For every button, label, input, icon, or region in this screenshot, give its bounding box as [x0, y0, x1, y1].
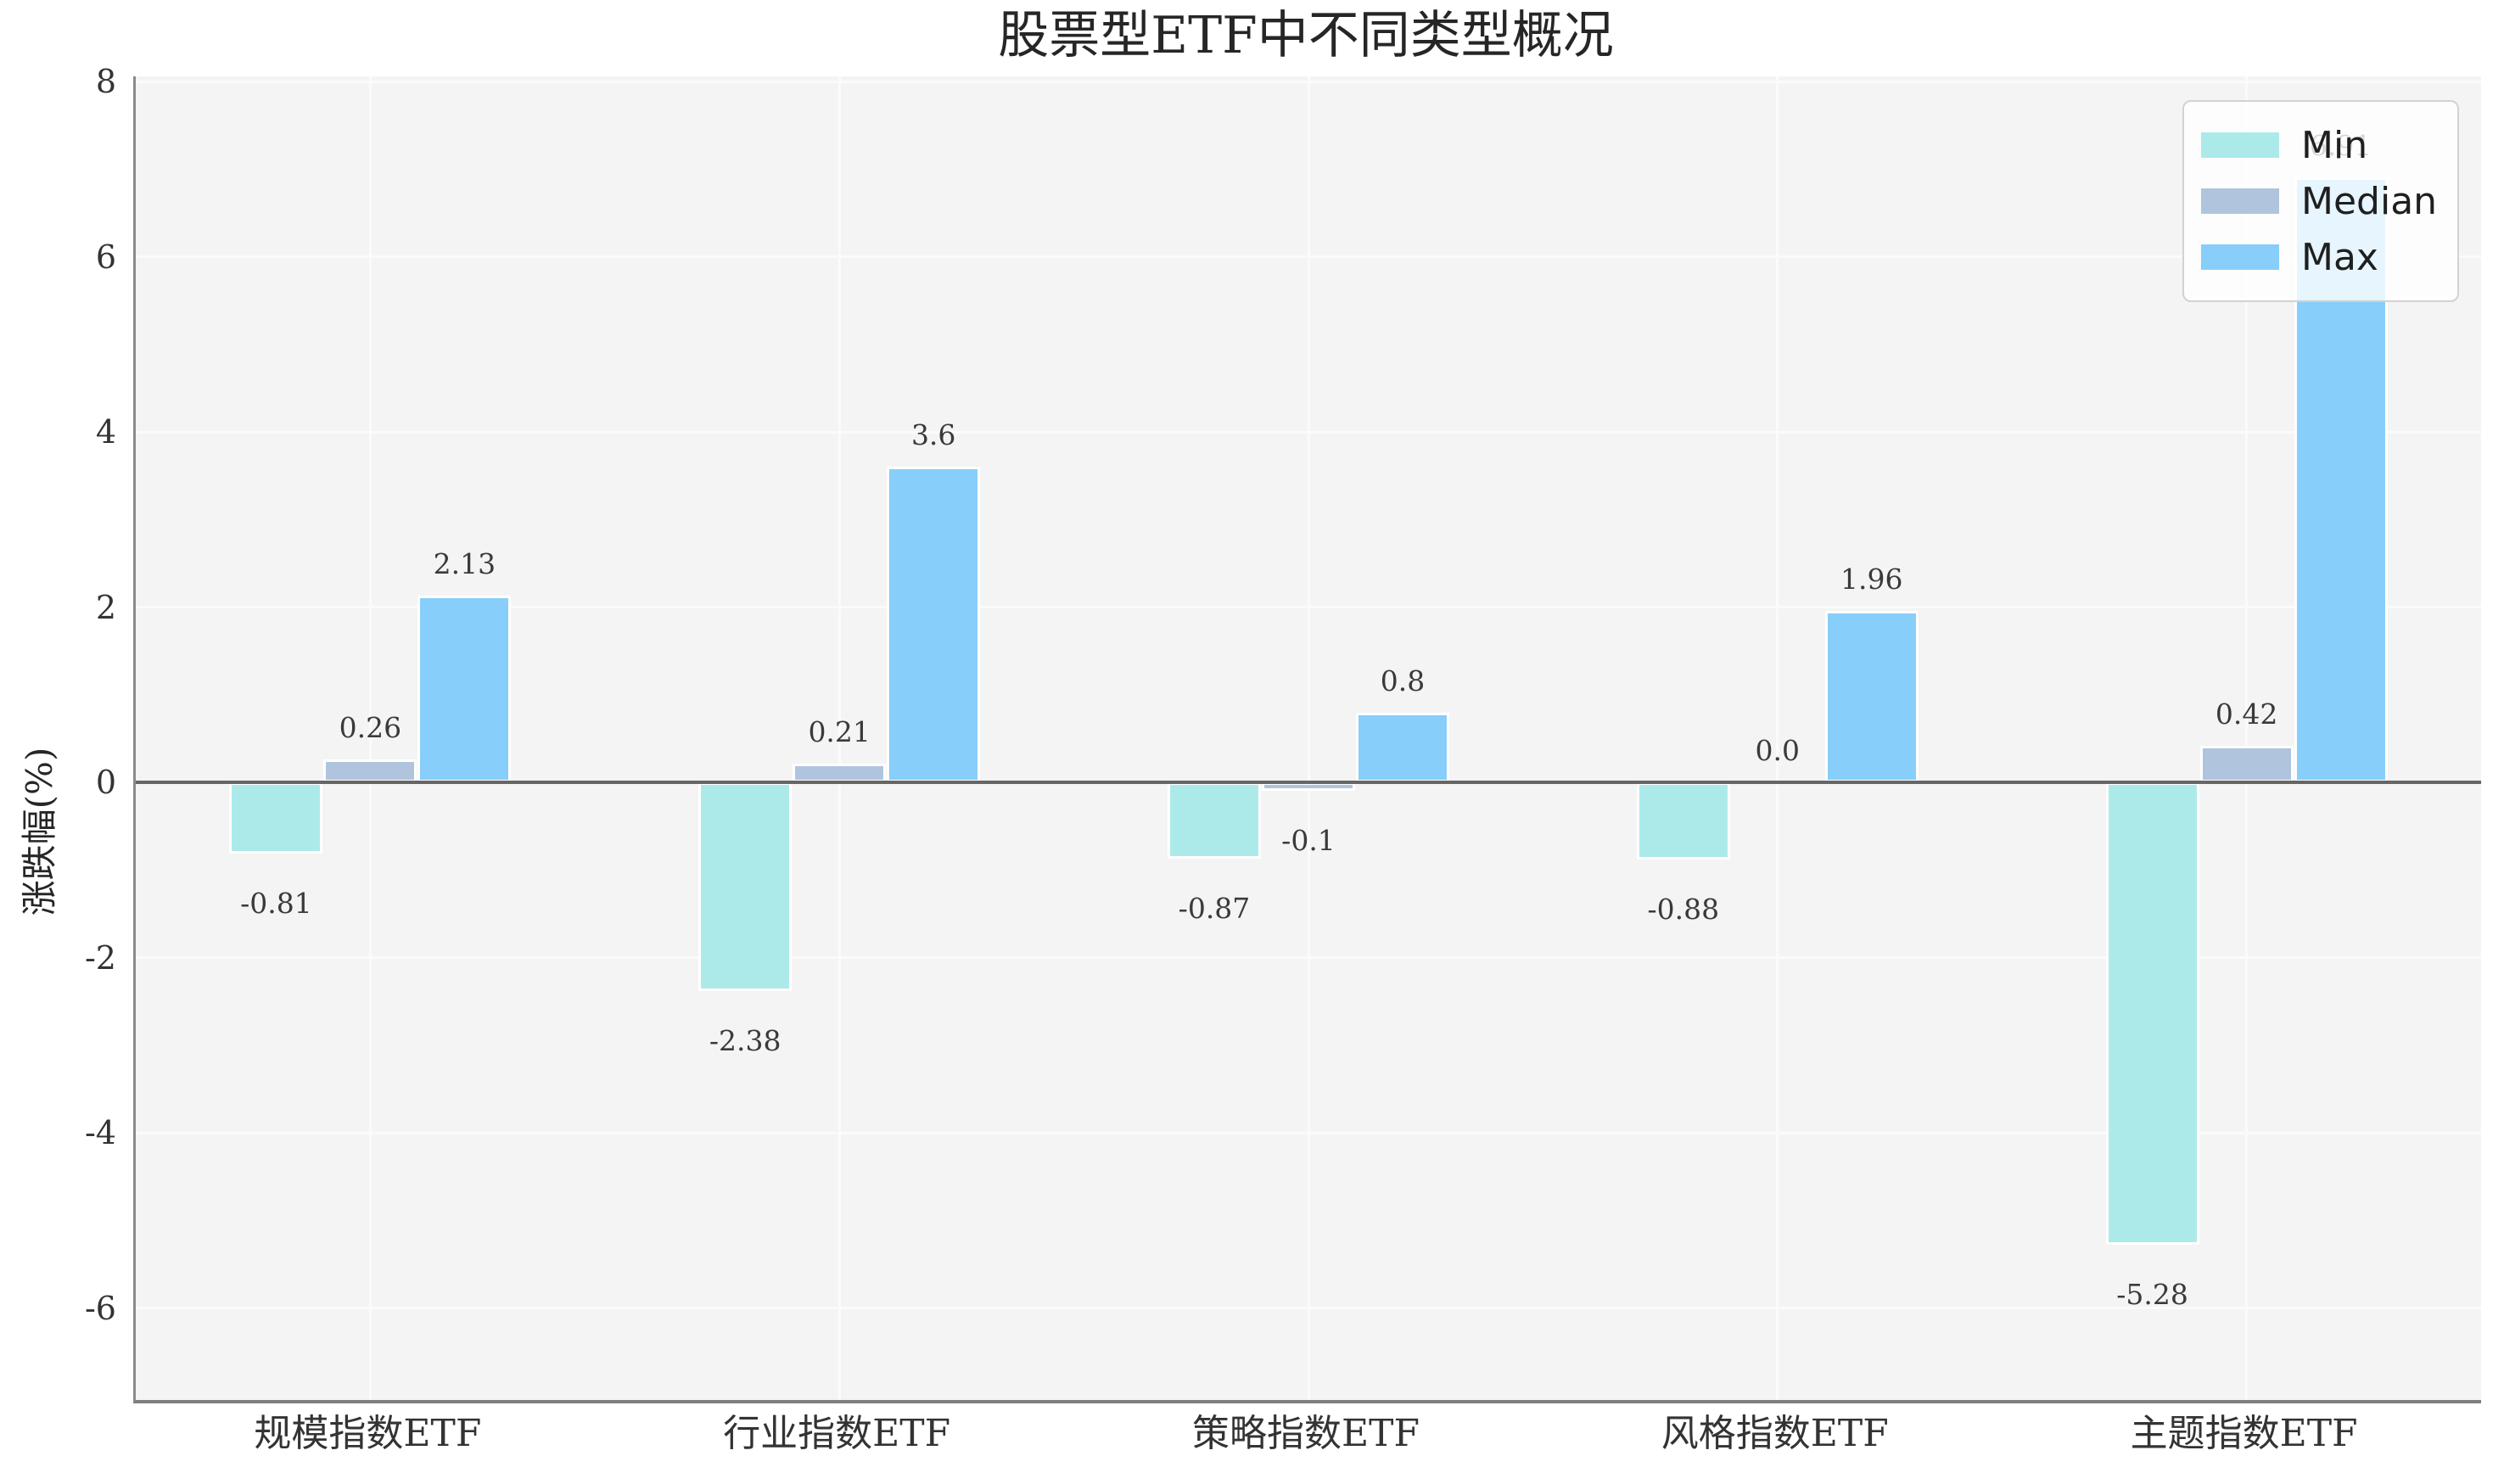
bar-value-label: 0.0 [1755, 734, 1801, 768]
gridline-v [837, 76, 841, 1400]
y-tick-label: 2 [95, 588, 116, 626]
bar-value-label: -2.38 [709, 1023, 781, 1057]
bar-max-2 [1356, 712, 1449, 783]
legend-item-max: Max [2201, 229, 2440, 285]
legend-label-min: Min [2301, 123, 2368, 167]
bar-value-label: -0.81 [240, 886, 312, 920]
bar-value-label: -0.1 [1281, 824, 1336, 858]
zero-line [136, 781, 2481, 785]
y-tick-label: -2 [84, 938, 116, 977]
plot-area: -0.81 -2.38 -0.87 -0.88 -5.28 0.26 0.21 -0.1 0.0… [133, 76, 2481, 1403]
legend-item-median: Median [2201, 173, 2440, 229]
bar-value-label: 0.8 [1380, 664, 1426, 697]
gridline-v [2245, 76, 2249, 1400]
gridline-v [1776, 76, 1779, 1400]
x-tick-label: 主题指数ETF [2130, 1412, 2358, 1455]
y-tick-label: 4 [95, 413, 116, 451]
bar-min-0 [229, 782, 323, 854]
bar-value-label: 0.26 [339, 711, 402, 745]
median-series-swatch-icon [2201, 188, 2279, 214]
bar-min-2 [1168, 782, 1261, 859]
legend: Min Median Max [2182, 100, 2459, 302]
x-tick-label: 行业指数ETF [723, 1412, 951, 1455]
bar-value-label: -0.87 [1178, 891, 1251, 925]
bar-min-4 [2105, 782, 2199, 1246]
bar-median-4 [2199, 745, 2294, 783]
x-tick-label: 规模指数ETF [254, 1412, 482, 1455]
min-series-swatch-icon [2201, 132, 2279, 158]
max-series-swatch-icon [2201, 244, 2279, 270]
chart-title: 股票型ETF中不同类型概况 [998, 6, 1614, 65]
bar-median-0 [323, 759, 417, 783]
gridline-v [1307, 76, 1310, 1400]
legend-label-median: Median [2301, 179, 2438, 223]
bar-max-0 [417, 596, 512, 783]
gridline-v [368, 76, 372, 1400]
bar-min-1 [698, 782, 793, 991]
y-tick-label: 0 [95, 764, 116, 802]
bar-value-label: 2.13 [433, 547, 496, 581]
x-tick-label: 风格指数ETF [1661, 1412, 1889, 1455]
bar-value-label: -5.28 [2116, 1278, 2188, 1312]
bar-value-label: 0.21 [808, 715, 871, 749]
bar-value-label: 0.42 [2215, 697, 2278, 731]
bar-value-label: -0.88 [1647, 892, 1720, 926]
bar-value-label: 1.96 [1840, 562, 1903, 596]
x-tick-label: 策略指数ETF [1192, 1412, 1420, 1455]
bar-min-3 [1636, 782, 1730, 860]
y-tick-label: 6 [95, 238, 116, 276]
y-tick-label: -4 [84, 1114, 116, 1152]
y-tick-label: -6 [84, 1289, 116, 1327]
bar-value-label: 3.6 [910, 418, 956, 452]
bar-median-1 [793, 764, 887, 783]
legend-item-min: Min [2201, 117, 2440, 173]
legend-label-max: Max [2301, 235, 2378, 279]
y-tick-label: 8 [95, 63, 116, 101]
